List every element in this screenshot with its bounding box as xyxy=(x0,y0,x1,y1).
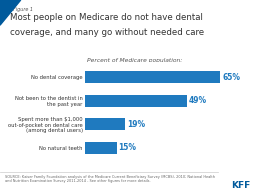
Bar xyxy=(85,95,187,107)
Text: KFF: KFF xyxy=(231,181,250,190)
Bar xyxy=(85,118,125,130)
Text: 65%: 65% xyxy=(222,73,240,82)
Polygon shape xyxy=(0,0,21,25)
Text: SOURCE: Kaiser Family Foundation analysis of the Medicare Current Beneficiary Su: SOURCE: Kaiser Family Foundation analysi… xyxy=(5,175,215,183)
Bar xyxy=(85,142,117,154)
Text: coverage, and many go without needed care: coverage, and many go without needed car… xyxy=(10,28,205,37)
Bar xyxy=(85,71,220,83)
Text: 15%: 15% xyxy=(119,143,136,152)
Text: 49%: 49% xyxy=(189,96,207,105)
Text: Percent of Medicare population:: Percent of Medicare population: xyxy=(87,58,182,63)
Text: Figure 1: Figure 1 xyxy=(13,7,33,12)
Text: 19%: 19% xyxy=(127,120,145,129)
Text: Most people on Medicare do not have dental: Most people on Medicare do not have dent… xyxy=(10,13,203,22)
